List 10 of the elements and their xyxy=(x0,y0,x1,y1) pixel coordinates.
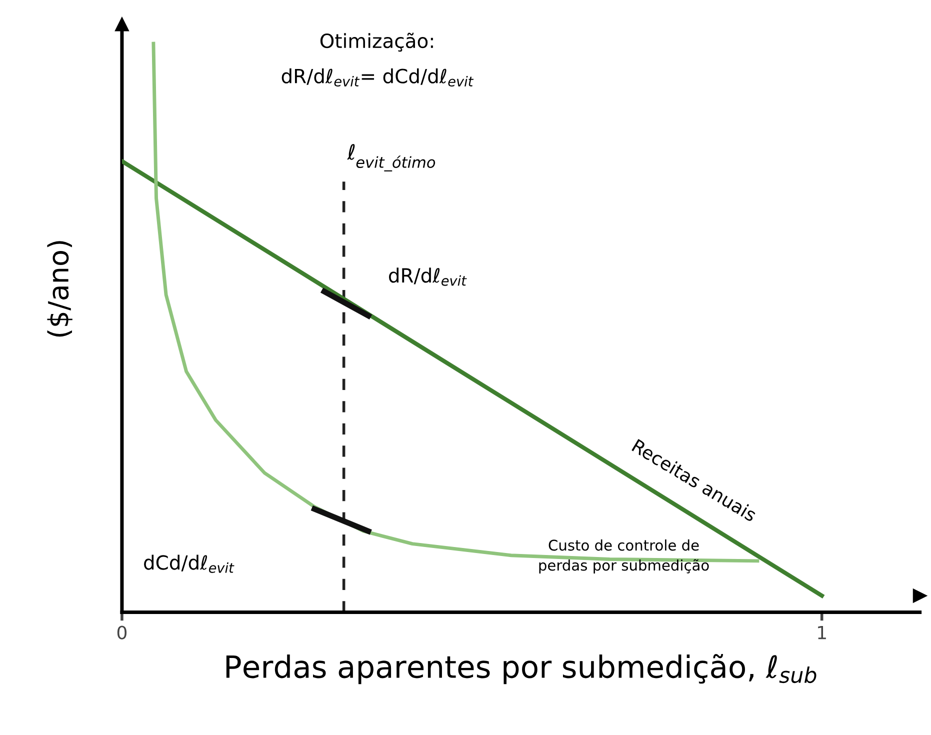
series-label: Custo de controle de perdas por submedição xyxy=(539,539,709,574)
x-tick-label: 1 xyxy=(818,626,826,640)
text: dR/dℓ$_{evit}$= dCd/dℓ$_{evit}$ xyxy=(282,68,474,87)
x-axis-title: Perdas aparentes por submedição, ℓ$_{sub}$ xyxy=(226,654,816,684)
y-axis-title: ($/ano) xyxy=(47,241,72,337)
x-tick-label: 0 xyxy=(117,626,127,640)
chart-title: Otimização: xyxy=(320,32,433,52)
annotation: dR/dℓ$_{evit}$ xyxy=(388,268,467,286)
annotation: dCd/dℓ$_{evit}$ xyxy=(144,554,234,573)
ref-line-label: ℓevit_ótimo xyxy=(347,144,436,172)
